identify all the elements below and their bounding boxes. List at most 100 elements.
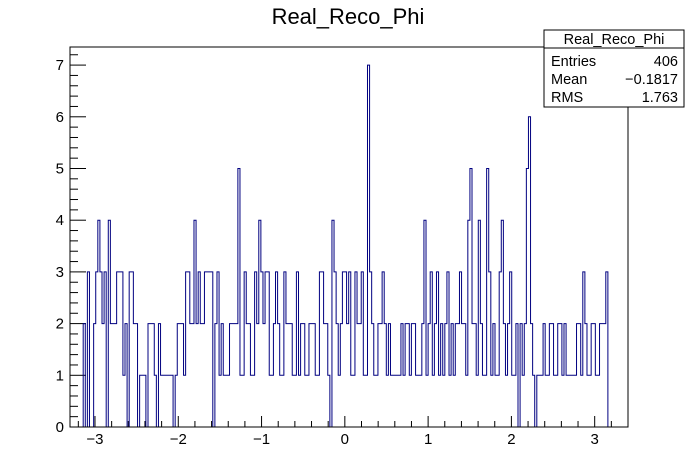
histogram-bin bbox=[545, 375, 547, 427]
stats-rms-label: RMS bbox=[551, 90, 583, 106]
y-tick-label: 3 bbox=[56, 264, 64, 281]
histogram-bin bbox=[432, 375, 434, 427]
histogram-bin bbox=[347, 324, 349, 427]
histogram-bin bbox=[539, 375, 541, 427]
histogram-bin bbox=[242, 375, 244, 427]
histogram-bin bbox=[531, 324, 533, 427]
histogram-bin bbox=[522, 375, 524, 427]
histogram-bin bbox=[140, 375, 142, 427]
histogram-bin bbox=[593, 324, 595, 427]
histogram-bin bbox=[324, 324, 326, 427]
histogram-bin bbox=[533, 375, 535, 427]
histogram-bin bbox=[447, 272, 449, 427]
histogram-bin bbox=[474, 324, 476, 427]
histogram-bin bbox=[487, 169, 489, 428]
histogram-bin bbox=[491, 375, 493, 427]
histogram-bin bbox=[154, 375, 156, 427]
histogram-bin bbox=[123, 375, 125, 427]
stats-box-title: Real_Reco_Phi bbox=[564, 32, 665, 48]
histogram-bin bbox=[184, 375, 186, 427]
histogram-bin bbox=[386, 375, 388, 427]
histogram-bin bbox=[395, 375, 397, 427]
histogram-bin bbox=[219, 375, 221, 427]
histogram-bin bbox=[102, 324, 104, 427]
histogram-bin bbox=[269, 375, 271, 427]
histogram-bin bbox=[528, 117, 530, 427]
y-tick-label: 5 bbox=[56, 160, 64, 177]
histogram-bin bbox=[115, 324, 117, 427]
histogram-bin bbox=[319, 272, 321, 427]
stats-rms-value: 1.763 bbox=[642, 90, 678, 106]
histogram-bin bbox=[434, 324, 436, 427]
histogram-bin bbox=[501, 220, 503, 427]
histogram-bin bbox=[296, 272, 298, 427]
histogram-bin bbox=[313, 324, 315, 427]
histogram-bin bbox=[478, 220, 480, 427]
histogram-bin bbox=[449, 375, 451, 427]
histogram-bin bbox=[597, 375, 599, 427]
histogram-bin bbox=[600, 324, 602, 427]
histogram-bin bbox=[499, 272, 501, 427]
histogram-bin bbox=[374, 375, 376, 427]
histogram-bin bbox=[257, 324, 259, 427]
histogram-bin bbox=[158, 324, 160, 427]
histogram-bin bbox=[464, 324, 466, 427]
histogram-bin bbox=[355, 272, 357, 427]
histogram-bin bbox=[508, 324, 510, 427]
histogram-bin bbox=[110, 324, 112, 427]
histogram-bin bbox=[510, 272, 512, 427]
histogram-bin bbox=[413, 324, 415, 427]
x-tick-label: −1 bbox=[253, 431, 270, 448]
histogram-bin bbox=[587, 375, 589, 427]
chart-title: Real_Reco_Phi bbox=[272, 4, 425, 29]
histogram-bin bbox=[581, 375, 583, 427]
histogram-bin bbox=[244, 272, 246, 427]
histogram-bin bbox=[399, 375, 401, 427]
stats-box-frame bbox=[543, 29, 685, 108]
histogram-bin bbox=[470, 169, 472, 428]
histogram-bin bbox=[248, 324, 250, 427]
histogram-bin bbox=[171, 375, 173, 427]
histogram-bin bbox=[566, 375, 568, 427]
histogram-bin bbox=[152, 324, 154, 427]
histogram-bin bbox=[148, 324, 150, 427]
histogram-bin bbox=[428, 324, 430, 427]
histogram-bin bbox=[223, 375, 225, 427]
stats-mean-label: Mean bbox=[551, 72, 587, 88]
histogram-bin bbox=[188, 272, 190, 427]
histogram-bin bbox=[497, 375, 499, 427]
stats-box: Real_Reco_Phi Entries 406 Mean −0.1817 R… bbox=[543, 29, 685, 108]
histogram-bin bbox=[288, 324, 290, 427]
histogram-bin bbox=[457, 324, 459, 427]
histogram-bin bbox=[338, 375, 340, 427]
histogram-bin bbox=[135, 324, 137, 427]
x-tick-label: 1 bbox=[424, 431, 432, 448]
histogram-bin bbox=[418, 375, 420, 427]
histogram-bin bbox=[165, 375, 167, 427]
histogram-bin bbox=[390, 375, 392, 427]
histogram-bin bbox=[372, 324, 374, 427]
histogram-bin bbox=[422, 324, 424, 427]
histogram-bin bbox=[367, 65, 369, 427]
histogram-bin bbox=[253, 375, 255, 427]
histogram-bin bbox=[411, 324, 413, 427]
histogram-bin bbox=[602, 324, 604, 427]
histogram-bin bbox=[267, 272, 269, 427]
histogram-bin bbox=[503, 324, 505, 427]
histogram-bin bbox=[217, 272, 219, 427]
histogram-bin bbox=[344, 272, 346, 427]
histogram-bin bbox=[200, 324, 202, 427]
histogram-bin bbox=[453, 375, 455, 427]
histogram-bin bbox=[577, 324, 579, 427]
histogram-bin bbox=[255, 272, 257, 427]
histogram-bin bbox=[564, 324, 566, 427]
histogram-bin bbox=[589, 375, 591, 427]
histogram-bin bbox=[261, 272, 263, 427]
histogram-bin bbox=[246, 324, 248, 427]
histogram-bin bbox=[83, 324, 85, 427]
histogram-bin bbox=[424, 220, 426, 427]
histogram-bin bbox=[583, 272, 585, 427]
histogram-bin bbox=[150, 324, 152, 427]
histogram-bin bbox=[263, 324, 265, 427]
histogram-bin bbox=[280, 375, 282, 427]
